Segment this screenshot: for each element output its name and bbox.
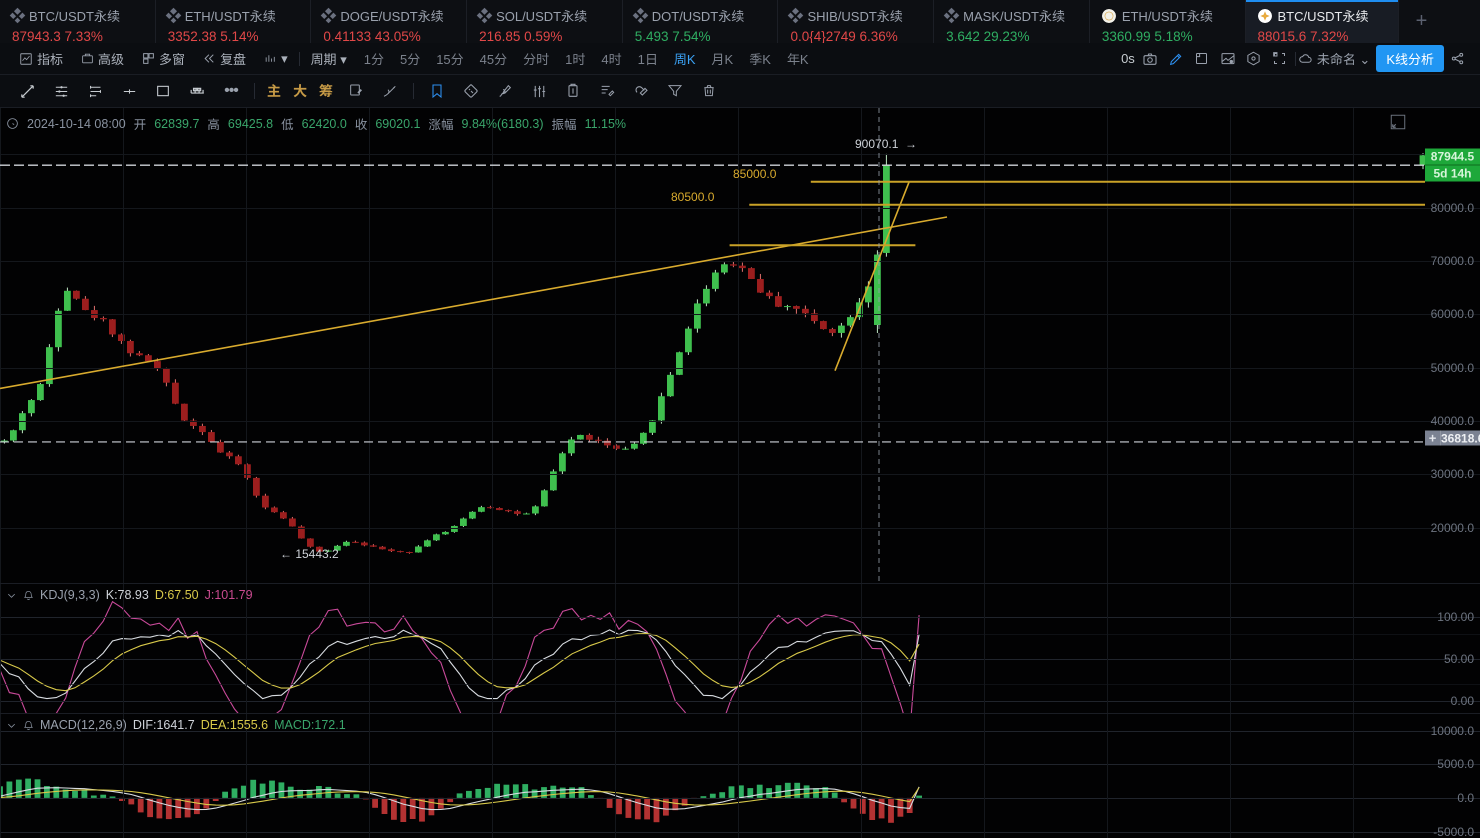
svg-text:90070.1: 90070.1 — [855, 137, 899, 151]
svg-text:85000.0: 85000.0 — [733, 167, 777, 181]
svg-text:→: → — [905, 137, 917, 151]
svg-text:80500.0: 80500.0 — [671, 190, 715, 204]
svg-text:← 15443.2: ← 15443.2 — [280, 547, 339, 561]
